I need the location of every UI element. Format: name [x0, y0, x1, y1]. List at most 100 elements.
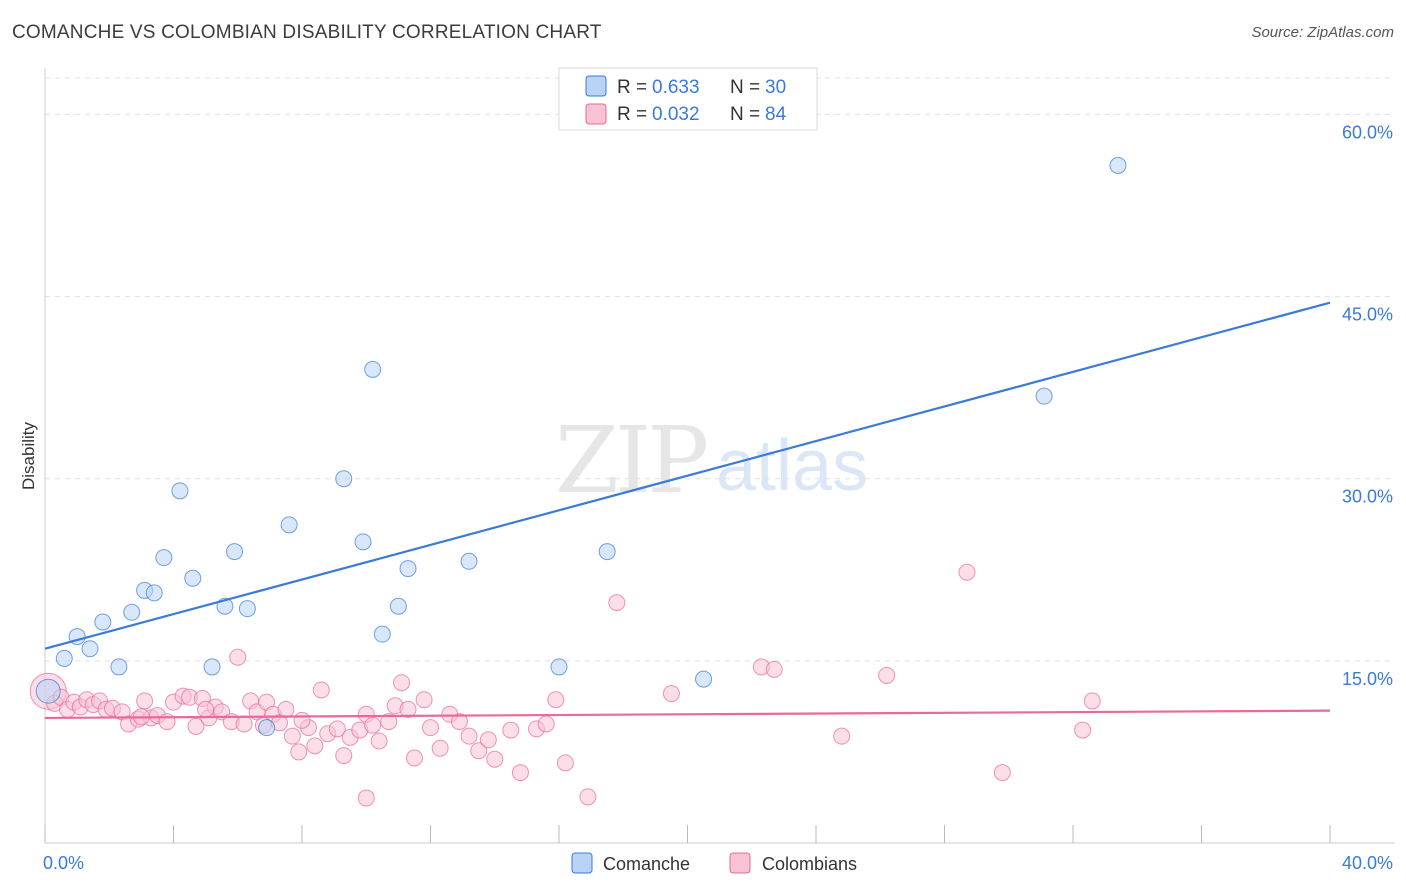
- legend-r-label: R =: [617, 77, 647, 98]
- colombians-point: [306, 737, 324, 755]
- legend-n-label: N =: [730, 104, 760, 125]
- comanche-point: [695, 670, 713, 688]
- comanche-point: [1109, 156, 1127, 174]
- colombians-point: [511, 764, 529, 782]
- colombians-point: [393, 674, 411, 692]
- legend-swatch-colombians: [585, 103, 607, 125]
- comanche-point: [184, 569, 202, 587]
- y-tick-label: 30.0%: [1342, 487, 1393, 507]
- colombians-point: [422, 719, 439, 737]
- comanche-point: [94, 613, 112, 631]
- colombians-point: [486, 750, 504, 768]
- colombians-point: [450, 713, 468, 731]
- legend-r-label: R =: [617, 104, 647, 125]
- comanche-point: [203, 658, 221, 676]
- comanche-point: [258, 719, 276, 737]
- comanche-point: [55, 649, 73, 667]
- series-legend: Comanche Colombians: [571, 852, 857, 874]
- comanche-point: [1035, 387, 1053, 405]
- comanche-point: [280, 516, 298, 534]
- colombians-point: [878, 666, 896, 684]
- legend-n-value-comanche: 30: [765, 77, 786, 98]
- comanche-trend-line: [44, 301, 1331, 650]
- correlation-legend: R = 0.633 N = 30 R = 0.032 N = 84: [558, 67, 818, 131]
- colombians-point: [158, 713, 176, 731]
- colombians-point: [1074, 721, 1092, 739]
- comanche-point: [460, 552, 478, 570]
- comanche-point: [171, 482, 189, 500]
- watermark-zip: ZIP: [555, 407, 706, 514]
- comanche-point: [123, 603, 141, 621]
- colombians-point: [556, 754, 574, 772]
- legend-r-value-colombians: 0.032: [652, 104, 700, 125]
- chart-title: COMANCHE VS COLOMBIAN DISABILITY CORRELA…: [12, 22, 602, 43]
- legend-n-value-colombians: 84: [765, 104, 787, 125]
- colombians-point: [470, 742, 488, 760]
- x-tick-label: 40.0%: [1342, 853, 1393, 873]
- x-tick-label: 0.0%: [43, 853, 84, 873]
- comanche-point: [335, 470, 353, 488]
- colombians-point: [328, 720, 346, 738]
- colombians-point: [290, 743, 308, 761]
- colombians-point: [547, 691, 565, 709]
- colombians-point: [370, 732, 388, 750]
- bottom-legend-swatch-colombians: [729, 852, 751, 874]
- colombians-point: [833, 727, 851, 745]
- y-axis-title: Disability: [19, 421, 38, 490]
- colombians-point: [187, 717, 205, 735]
- y-tick-label: 45.0%: [1342, 305, 1393, 325]
- data-points: [29, 156, 1127, 807]
- comanche-point: [110, 658, 128, 676]
- comanche-point: [226, 543, 244, 561]
- colombians-point: [415, 691, 433, 709]
- colombians-point: [399, 700, 417, 718]
- colombians-trend-line: [44, 709, 1331, 720]
- grid-lines: [45, 77, 1395, 662]
- colombians-point: [283, 727, 301, 745]
- watermark: ZIP atlas: [555, 407, 868, 514]
- colombians-point: [958, 563, 976, 581]
- colombians-point: [479, 731, 497, 749]
- legend-swatch-comanche: [585, 75, 607, 97]
- bottom-legend-swatch-comanche: [571, 852, 593, 874]
- comanche-point: [35, 678, 61, 704]
- colombians-point: [364, 716, 382, 734]
- bottom-legend-label-comanche: Comanche: [603, 854, 690, 874]
- colombians-point: [537, 715, 555, 733]
- colombians-point: [136, 692, 154, 710]
- comanche-point: [81, 640, 99, 658]
- axes: [44, 68, 1395, 844]
- colombians-point: [765, 660, 783, 678]
- colombians-point: [235, 715, 253, 733]
- comanche-point: [550, 658, 568, 676]
- comanche-point: [238, 600, 256, 618]
- colombians-point: [662, 685, 680, 703]
- colombians-point: [460, 727, 478, 745]
- colombians-point: [579, 788, 597, 806]
- colombians-point: [229, 648, 247, 666]
- comanche-point: [354, 533, 372, 551]
- legend-n-label: N =: [730, 77, 760, 98]
- comanche-point: [364, 360, 382, 378]
- colombians-point: [357, 789, 375, 807]
- colombians-point: [197, 700, 215, 718]
- comanche-point: [598, 543, 616, 561]
- colombians-point: [431, 739, 449, 757]
- comanche-point: [399, 560, 417, 578]
- colombians-point: [293, 711, 311, 729]
- tick-labels: 15.0% 30.0% 45.0% 60.0% 0.0% 40.0%: [43, 122, 1393, 873]
- comanche-point: [145, 584, 163, 602]
- trend-lines: [44, 301, 1331, 720]
- comanche-point: [373, 625, 391, 643]
- y-tick-label: 15.0%: [1342, 669, 1393, 689]
- legend-r-value-comanche: 0.633: [652, 77, 700, 98]
- colombians-point: [335, 747, 353, 765]
- comanche-point: [155, 549, 173, 567]
- comanche-point: [389, 597, 407, 615]
- colombians-point: [502, 721, 520, 739]
- colombians-point: [380, 713, 398, 731]
- source-label: Source: ZipAtlas.com: [1251, 24, 1394, 41]
- colombians-point: [277, 700, 295, 718]
- colombians-point: [1083, 692, 1101, 710]
